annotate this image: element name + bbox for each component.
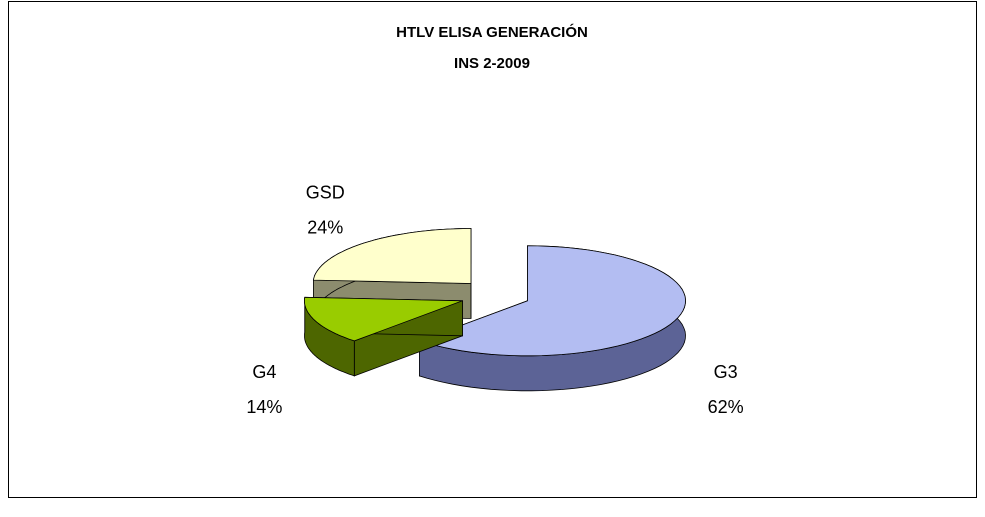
slice-value-label: 14% — [246, 397, 282, 417]
slice-label: GSD — [306, 183, 345, 203]
slice-label: G3 — [714, 362, 738, 382]
slice-value-label: 62% — [708, 397, 744, 417]
chart-title: HTLV ELISA GENERACIÓN — [396, 23, 588, 41]
chart-border — [8, 1, 977, 498]
slice — [312, 228, 472, 284]
slice-label: G4 — [252, 362, 276, 382]
slice-value-label: 24% — [307, 218, 343, 238]
pie — [304, 228, 686, 392]
chart-subtitle: INS 2-2009 — [454, 55, 530, 72]
slice — [418, 245, 686, 357]
slice — [304, 296, 463, 342]
